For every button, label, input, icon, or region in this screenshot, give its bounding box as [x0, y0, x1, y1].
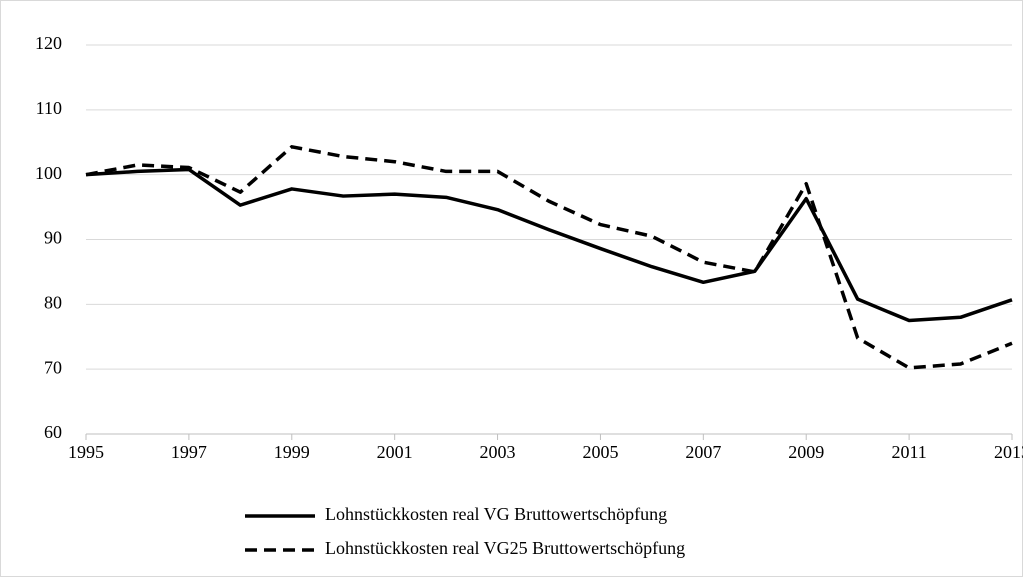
x-tick-label: 2007: [685, 442, 721, 462]
x-tick-label: 1995: [68, 442, 104, 462]
x-tick-label: 2013: [994, 442, 1023, 462]
y-tick-label: 110: [36, 98, 62, 118]
legend-label: Lohnstückkosten real VG Bruttowertschöpf…: [325, 504, 667, 524]
y-tick-label: 80: [44, 292, 62, 312]
y-tick-label: 120: [35, 33, 62, 53]
series-line: [85, 145, 1013, 370]
x-tick-label: 2011: [891, 442, 926, 462]
x-tick-label: 2003: [480, 442, 516, 462]
x-tick-label: 1997: [171, 442, 207, 462]
y-tick-label: 60: [44, 422, 62, 442]
x-tick-label: 2005: [582, 442, 618, 462]
legend-label: Lohnstückkosten real VG25 Bruttowertschö…: [325, 538, 685, 558]
y-tick-label: 100: [35, 163, 62, 183]
y-tick-label: 70: [44, 357, 62, 377]
x-tick-label: 1999: [274, 442, 310, 462]
x-tick-label: 2001: [377, 442, 413, 462]
y-tick-label: 90: [44, 228, 62, 248]
series-line: [85, 167, 1013, 323]
x-tick-label: 2009: [788, 442, 824, 462]
